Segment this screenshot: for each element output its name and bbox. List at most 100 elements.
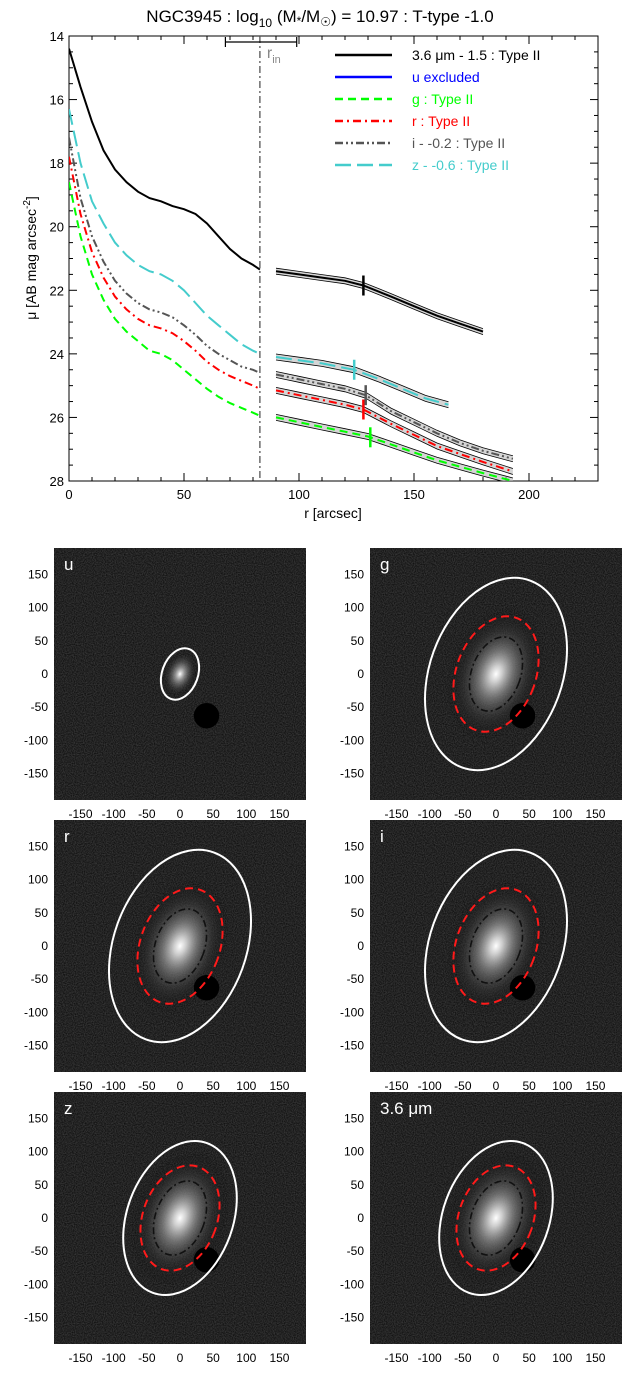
inner-ring-contour [152, 1180, 208, 1256]
panel-x-tick-label: 50 [522, 1079, 536, 1093]
outer-fit-ellipse [122, 1140, 238, 1296]
chart-title: NGC3945 : log10 (M*/M☉) = 10.97 : T-type… [146, 7, 493, 30]
panel-y-tick-label: -50 [347, 1244, 365, 1258]
panel-y-tick-label: 150 [344, 568, 364, 582]
image-panel: r 150 100 50 0 -50 -100 -150 -150 -100 -50 0 50 100 15… [24, 820, 306, 1093]
break-radius-ellipse [139, 1164, 221, 1272]
panel-y-tick-label: 50 [35, 1178, 49, 1192]
image-panel: i 150 100 50 0 -50 -100 -150 -150 -100 -50 0 50 100 15… [340, 820, 622, 1093]
panel-y-tick-label: 50 [35, 906, 49, 920]
panel-y-tick-label: -150 [24, 1038, 48, 1052]
panel-y-tick-label: 100 [28, 601, 48, 615]
panel-x-tick-label: 100 [236, 807, 256, 821]
panel-y-tick-label: 150 [344, 1112, 364, 1126]
panel-x-tick-label: 50 [206, 807, 220, 821]
axis-ticks: 0 50 100 150 200 14 16 18 20 22 24 26 28 [50, 29, 599, 502]
panel-x-tick-label: 150 [585, 807, 605, 821]
series-line-outer [275, 356, 449, 406]
panel-y-tick-label: 0 [357, 1211, 364, 1225]
panel-band-label: 3.6 μm [380, 1099, 432, 1118]
x-tick-label: 100 [288, 487, 310, 502]
inner-ring-contour [468, 908, 524, 984]
legend-entry: u excluded [412, 69, 480, 85]
series-fit-upper [275, 353, 449, 403]
panel-x-tick-label: -50 [138, 1079, 156, 1093]
panel-image [54, 820, 306, 1072]
panel-x-tick-label: 50 [522, 1351, 536, 1365]
x-tick-label: 50 [177, 487, 191, 502]
panel-y-tick-label: -100 [24, 1277, 48, 1291]
legend-entry: i - -0.2 : Type II [412, 135, 505, 151]
panel-image [54, 548, 306, 800]
panel-x-tick-label: -50 [454, 807, 472, 821]
series-line-outer [275, 373, 514, 460]
panel-y-tick-label: 100 [344, 873, 364, 887]
break-radius-ellipse [136, 887, 224, 1005]
series-uncertainty-band [276, 387, 513, 475]
panel-x-tick-label: 100 [552, 807, 572, 821]
series-fit-upper [275, 267, 484, 329]
panel-y-tick-label: 0 [41, 1211, 48, 1225]
r-in-marker: rin [224, 36, 298, 481]
break-radius-ellipse [452, 615, 540, 733]
break-radius-ellipse [452, 887, 540, 1005]
panel-y-tick-label: -150 [340, 766, 364, 780]
panel-y-tick-label: 100 [28, 1145, 48, 1159]
series-line-inner [69, 48, 261, 271]
panel-y-tick-label: -150 [24, 1310, 48, 1324]
panel-x-tick-label: -100 [418, 807, 442, 821]
panel-x-tick-label: -50 [454, 1351, 472, 1365]
inner-ring-contour [468, 1180, 524, 1256]
panel-image [54, 1092, 306, 1344]
plot-frame [68, 35, 599, 482]
panel-band-label: z [64, 1099, 73, 1118]
break-radius-ellipse [455, 1164, 537, 1272]
profile-curves [69, 48, 514, 481]
series-line-inner [69, 137, 261, 374]
legend: 3.6 μm - 1.5 : Type II u excluded g : Type… [335, 47, 540, 173]
panel-x-tick-label: -50 [138, 807, 156, 821]
masked-star [193, 975, 220, 1001]
legend-entry: r : Type II [412, 113, 470, 129]
panel-y-tick-label: -50 [31, 700, 49, 714]
series-fit-lower [275, 273, 484, 335]
x-tick-label: 150 [403, 487, 425, 502]
series-fit-lower [275, 377, 514, 463]
panel-x-tick-label: 50 [206, 1351, 220, 1365]
panel-y-tick-label: 100 [344, 1145, 364, 1159]
series-line-outer [275, 416, 514, 481]
image-panel: z 150 100 50 0 -50 -100 -150 -150 -100 -50 0 50 100 15… [24, 1092, 306, 1365]
image-panel: 3.6 μm 150 100 50 0 -50 -100 -150 -150 -100 -50 0 50… [340, 1092, 622, 1365]
x-axis-label: r [arcsec] [304, 505, 362, 521]
series-fit-upper [275, 414, 514, 479]
panel-x-tick-label: -150 [69, 1079, 93, 1093]
panel-y-tick-label: 0 [41, 667, 48, 681]
y-tick-label: 24 [50, 347, 64, 362]
series-uncertainty-band [276, 354, 449, 408]
panel-x-tick-label: 100 [552, 1351, 572, 1365]
panel-y-tick-label: 100 [344, 601, 364, 615]
series-fit-upper [275, 371, 514, 457]
legend-entry: z - -0.6 : Type II [412, 157, 509, 173]
y-tick-label: 28 [50, 474, 64, 489]
panel-y-tick-label: 0 [41, 939, 48, 953]
panel-y-tick-label: 150 [28, 840, 48, 854]
panel-y-tick-label: 50 [351, 634, 365, 648]
panel-x-tick-label: -150 [385, 1079, 409, 1093]
inner-ring-contour [468, 636, 524, 712]
outer-fit-ellipse [424, 848, 568, 1044]
panel-band-label: i [380, 827, 384, 846]
panel-y-tick-label: 50 [351, 1178, 365, 1192]
panel-x-tick-label: -50 [454, 1079, 472, 1093]
surface-brightness-profile-chart: NGC3945 : log10 (M*/M☉) = 10.97 : T-type… [22, 7, 599, 521]
panel-image [370, 1092, 622, 1344]
inner-ring-contour [152, 908, 208, 984]
panel-x-tick-label: 100 [236, 1351, 256, 1365]
y-tick-label: 18 [50, 156, 64, 171]
panel-x-tick-label: -150 [385, 1351, 409, 1365]
panel-x-tick-label: 50 [522, 807, 536, 821]
image-panel: g 150 100 50 0 -50 -100 -150 -150 -100 -50 0 50 100 15… [340, 548, 622, 821]
panel-x-tick-label: -50 [138, 1351, 156, 1365]
outer-fit-ellipse [108, 848, 252, 1044]
